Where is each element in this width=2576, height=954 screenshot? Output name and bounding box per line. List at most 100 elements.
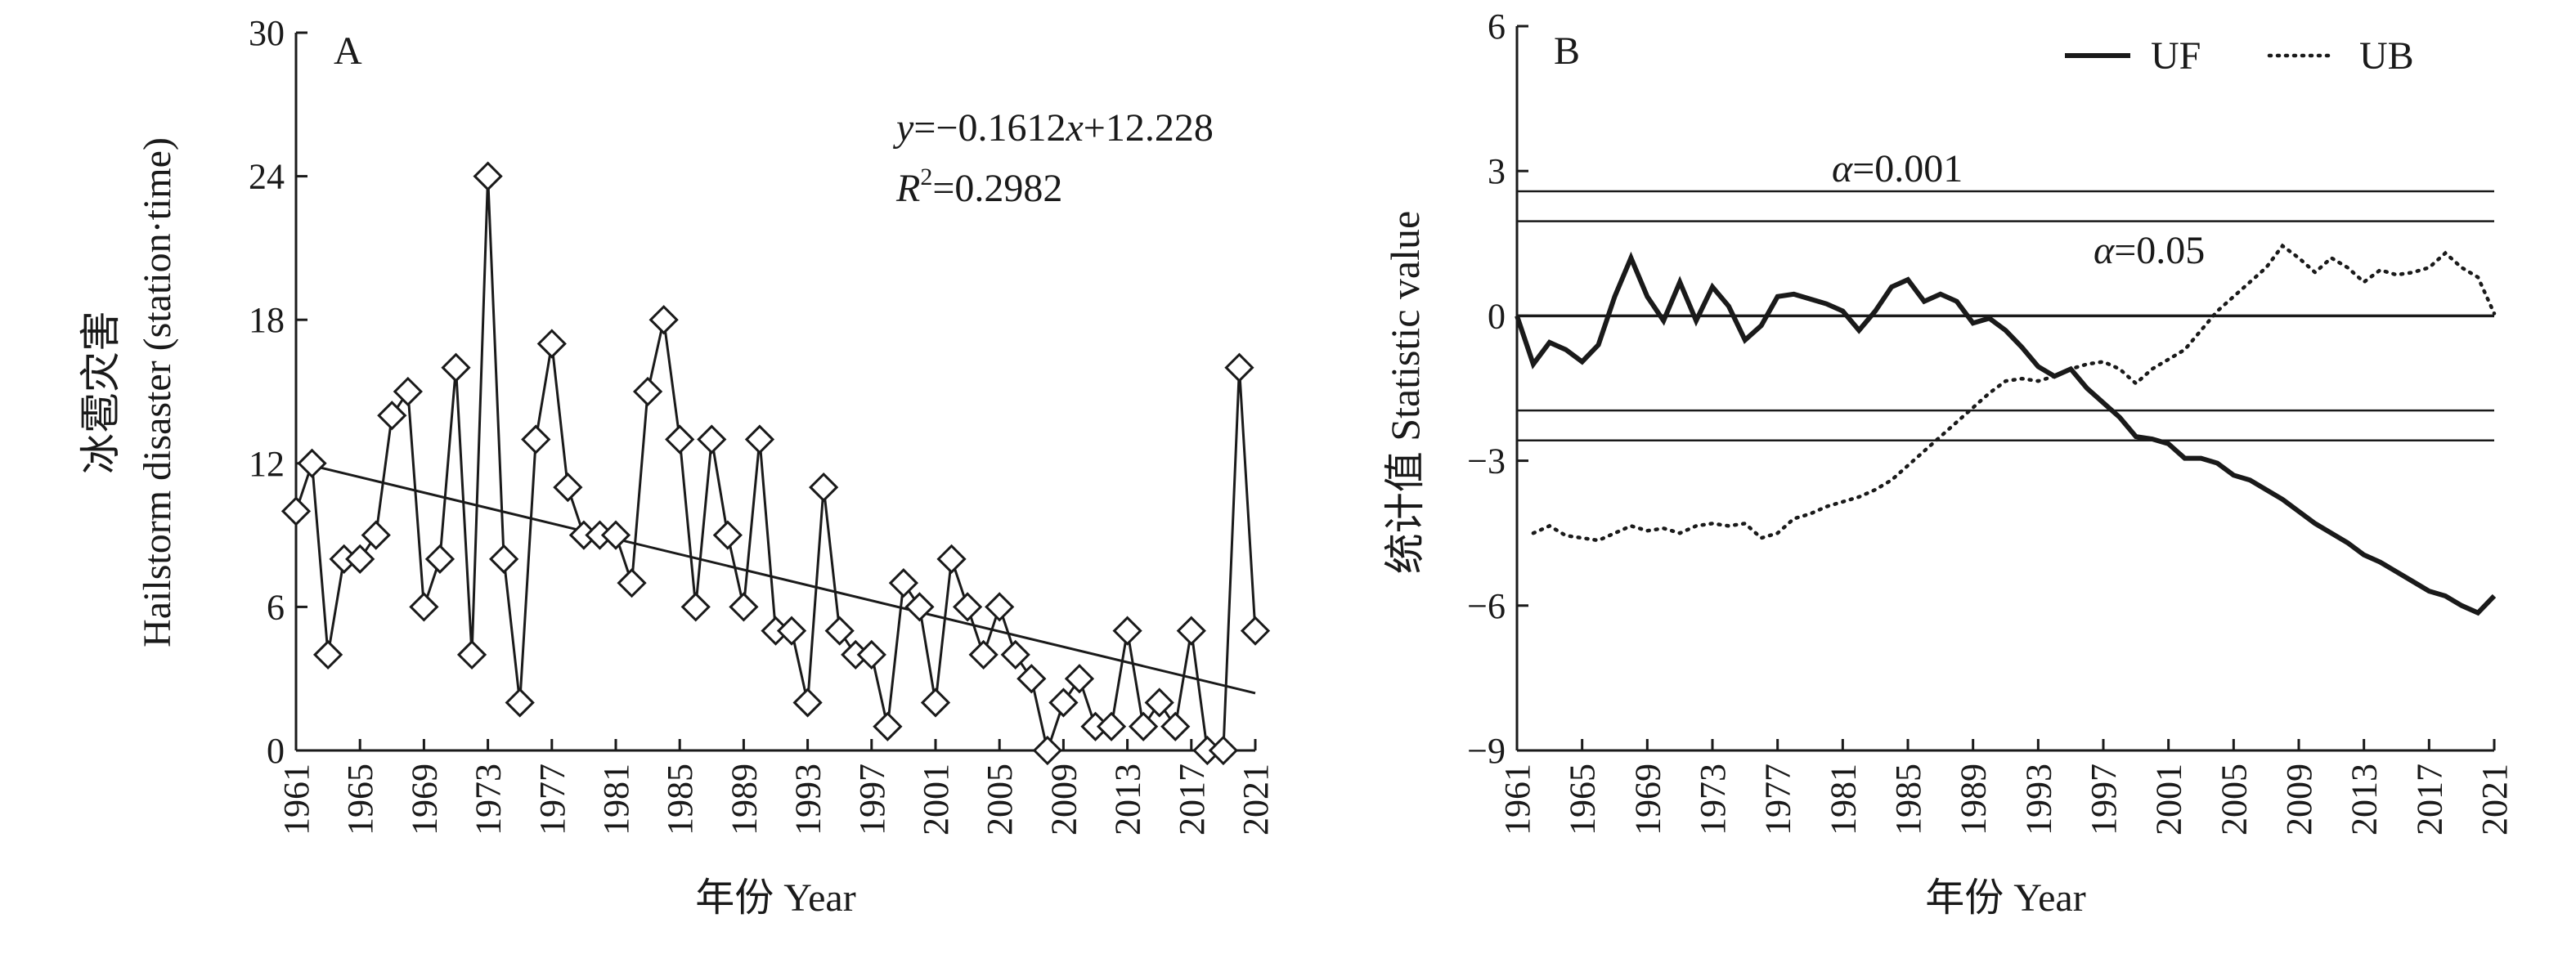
alpha-label: α=0.001 bbox=[1832, 147, 1963, 190]
alpha-label: α=0.05 bbox=[2094, 229, 2205, 272]
data-point-marker bbox=[1176, 616, 1206, 646]
x-tick-label: 1985 bbox=[660, 764, 700, 835]
x-tick-label: 2005 bbox=[980, 764, 1020, 835]
y-tick-label: 0 bbox=[267, 731, 285, 771]
data-point-marker bbox=[729, 592, 759, 622]
x-tick-label: 2001 bbox=[916, 764, 956, 835]
data-point-marker bbox=[600, 520, 631, 550]
legend: UF UB bbox=[2065, 34, 2414, 78]
data-point-marker bbox=[521, 424, 551, 455]
x-tick-label: 2013 bbox=[1108, 764, 1148, 835]
data-point-marker bbox=[361, 520, 391, 550]
data-point-marker bbox=[809, 472, 839, 503]
data-point-marker bbox=[792, 688, 823, 718]
data-point-marker bbox=[904, 592, 935, 622]
data-point-marker bbox=[553, 472, 583, 503]
data-point-marker bbox=[1112, 616, 1142, 646]
equation-coef: =−0.1612 bbox=[913, 106, 1066, 150]
equation-x: x bbox=[1065, 106, 1083, 150]
x-tick-label: 1993 bbox=[2018, 764, 2058, 835]
x-tick-label: 1997 bbox=[2084, 764, 2124, 835]
x-tick-label: 1977 bbox=[1758, 764, 1798, 835]
panel-b-mann-kendall-chart: −9 −6 −3 0 3 6 1961 1965 1969 1973 1977 1981 1985 198… bbox=[1382, 7, 2515, 920]
x-tick-label: 1961 bbox=[276, 764, 316, 835]
x-axis-title: 年份 Year bbox=[1925, 876, 2085, 920]
data-point-marker bbox=[536, 329, 567, 359]
panel-label: B bbox=[1554, 29, 1580, 73]
y-tick-label: 18 bbox=[249, 300, 285, 340]
data-point-marker bbox=[424, 544, 456, 574]
data-point-marker bbox=[1016, 664, 1047, 694]
x-tick-label: 1973 bbox=[469, 764, 509, 835]
x-tick-label: 1965 bbox=[1563, 764, 1603, 835]
equation-intercept: +12.228 bbox=[1084, 106, 1214, 150]
equation-y: y bbox=[892, 106, 914, 150]
y-tick-label: 3 bbox=[1488, 151, 1506, 191]
data-point-marker bbox=[680, 592, 711, 622]
data-point-marker bbox=[888, 568, 919, 598]
y-tick-label: 30 bbox=[249, 13, 285, 53]
data-point-marker bbox=[441, 352, 471, 383]
data-point-marker bbox=[856, 639, 886, 670]
legend-ub-label: UB bbox=[2359, 34, 2414, 78]
y-axis-title-cn: 冰雹灾害 bbox=[78, 311, 123, 474]
x-tick-label: 2013 bbox=[2345, 764, 2385, 835]
data-point-marker bbox=[377, 401, 407, 431]
alpha-symbol: α bbox=[1832, 147, 1853, 190]
data-point-marker bbox=[1144, 688, 1174, 718]
data-point-marker bbox=[1240, 616, 1271, 646]
x-tick-label: 2021 bbox=[1236, 764, 1276, 835]
r-squared: R2=0.2982 bbox=[895, 163, 1062, 210]
data-point-marker bbox=[952, 592, 983, 622]
data-point-marker bbox=[776, 616, 807, 646]
series-ub-line bbox=[1531, 243, 2497, 543]
x-tick-label: 1989 bbox=[1954, 764, 1994, 835]
x-tick-label: 1969 bbox=[1627, 764, 1667, 835]
data-point-marker bbox=[456, 639, 487, 670]
data-point-marker bbox=[473, 161, 503, 191]
y-tick-label: 24 bbox=[249, 157, 285, 197]
y-tick-label: 0 bbox=[1488, 296, 1506, 336]
data-point-marker bbox=[1160, 711, 1191, 741]
regression-equation: y=−0.1612x+12.228 bbox=[892, 106, 1214, 150]
x-tick-label: 1993 bbox=[788, 764, 828, 835]
x-tick-label: 1961 bbox=[1497, 764, 1537, 835]
y-tick-label: −6 bbox=[1467, 586, 1506, 626]
data-point-marker bbox=[409, 592, 439, 622]
x-tick-label: 2005 bbox=[2214, 764, 2254, 835]
y-axis-title-en: Hailstorm disaster (station·time) bbox=[136, 137, 179, 647]
x-tick-label: 1997 bbox=[852, 764, 892, 835]
x-axis-title: 年份 Year bbox=[695, 876, 855, 920]
data-point-marker bbox=[936, 544, 967, 574]
data-point-marker bbox=[697, 424, 727, 455]
panel-a-hailstorm-chart: 0 6 12 18 24 30 1961 1965 1969 1973 1977 1981 1985 19… bbox=[78, 13, 1276, 920]
x-tick-label: 2009 bbox=[1043, 764, 1084, 835]
data-point-marker bbox=[345, 544, 375, 574]
r-symbol: R bbox=[895, 167, 920, 210]
series-uf-line bbox=[1515, 251, 2497, 616]
data-point-marker bbox=[632, 376, 663, 407]
data-point-marker bbox=[505, 688, 535, 718]
data-point-marker bbox=[312, 639, 343, 670]
y-tick-label: 12 bbox=[249, 444, 285, 484]
y-tick-label: −9 bbox=[1467, 731, 1506, 771]
x-tick-label: 1985 bbox=[1888, 764, 1928, 835]
data-point-marker bbox=[1032, 735, 1062, 766]
x-tick-label: 2009 bbox=[2279, 764, 2319, 835]
y-tick-label: 6 bbox=[267, 587, 285, 627]
data-point-marker bbox=[968, 639, 999, 670]
data-point-marker bbox=[920, 688, 951, 718]
x-tick-label: 2017 bbox=[2409, 764, 2449, 835]
x-tick-label: 1965 bbox=[340, 764, 380, 835]
alpha-value: =0.001 bbox=[1852, 147, 1963, 190]
data-point-marker bbox=[1208, 735, 1239, 766]
panel-label: A bbox=[334, 29, 362, 73]
x-tick-label: 1969 bbox=[404, 764, 444, 835]
trend-line bbox=[312, 464, 1256, 695]
x-tick-label: 2017 bbox=[1172, 764, 1212, 835]
x-tick-label: 1989 bbox=[724, 764, 764, 835]
y-axis-title: 统计值 Statistic value bbox=[1382, 211, 1428, 574]
data-point-marker bbox=[1064, 664, 1095, 694]
y-tick-label: −3 bbox=[1467, 441, 1506, 481]
